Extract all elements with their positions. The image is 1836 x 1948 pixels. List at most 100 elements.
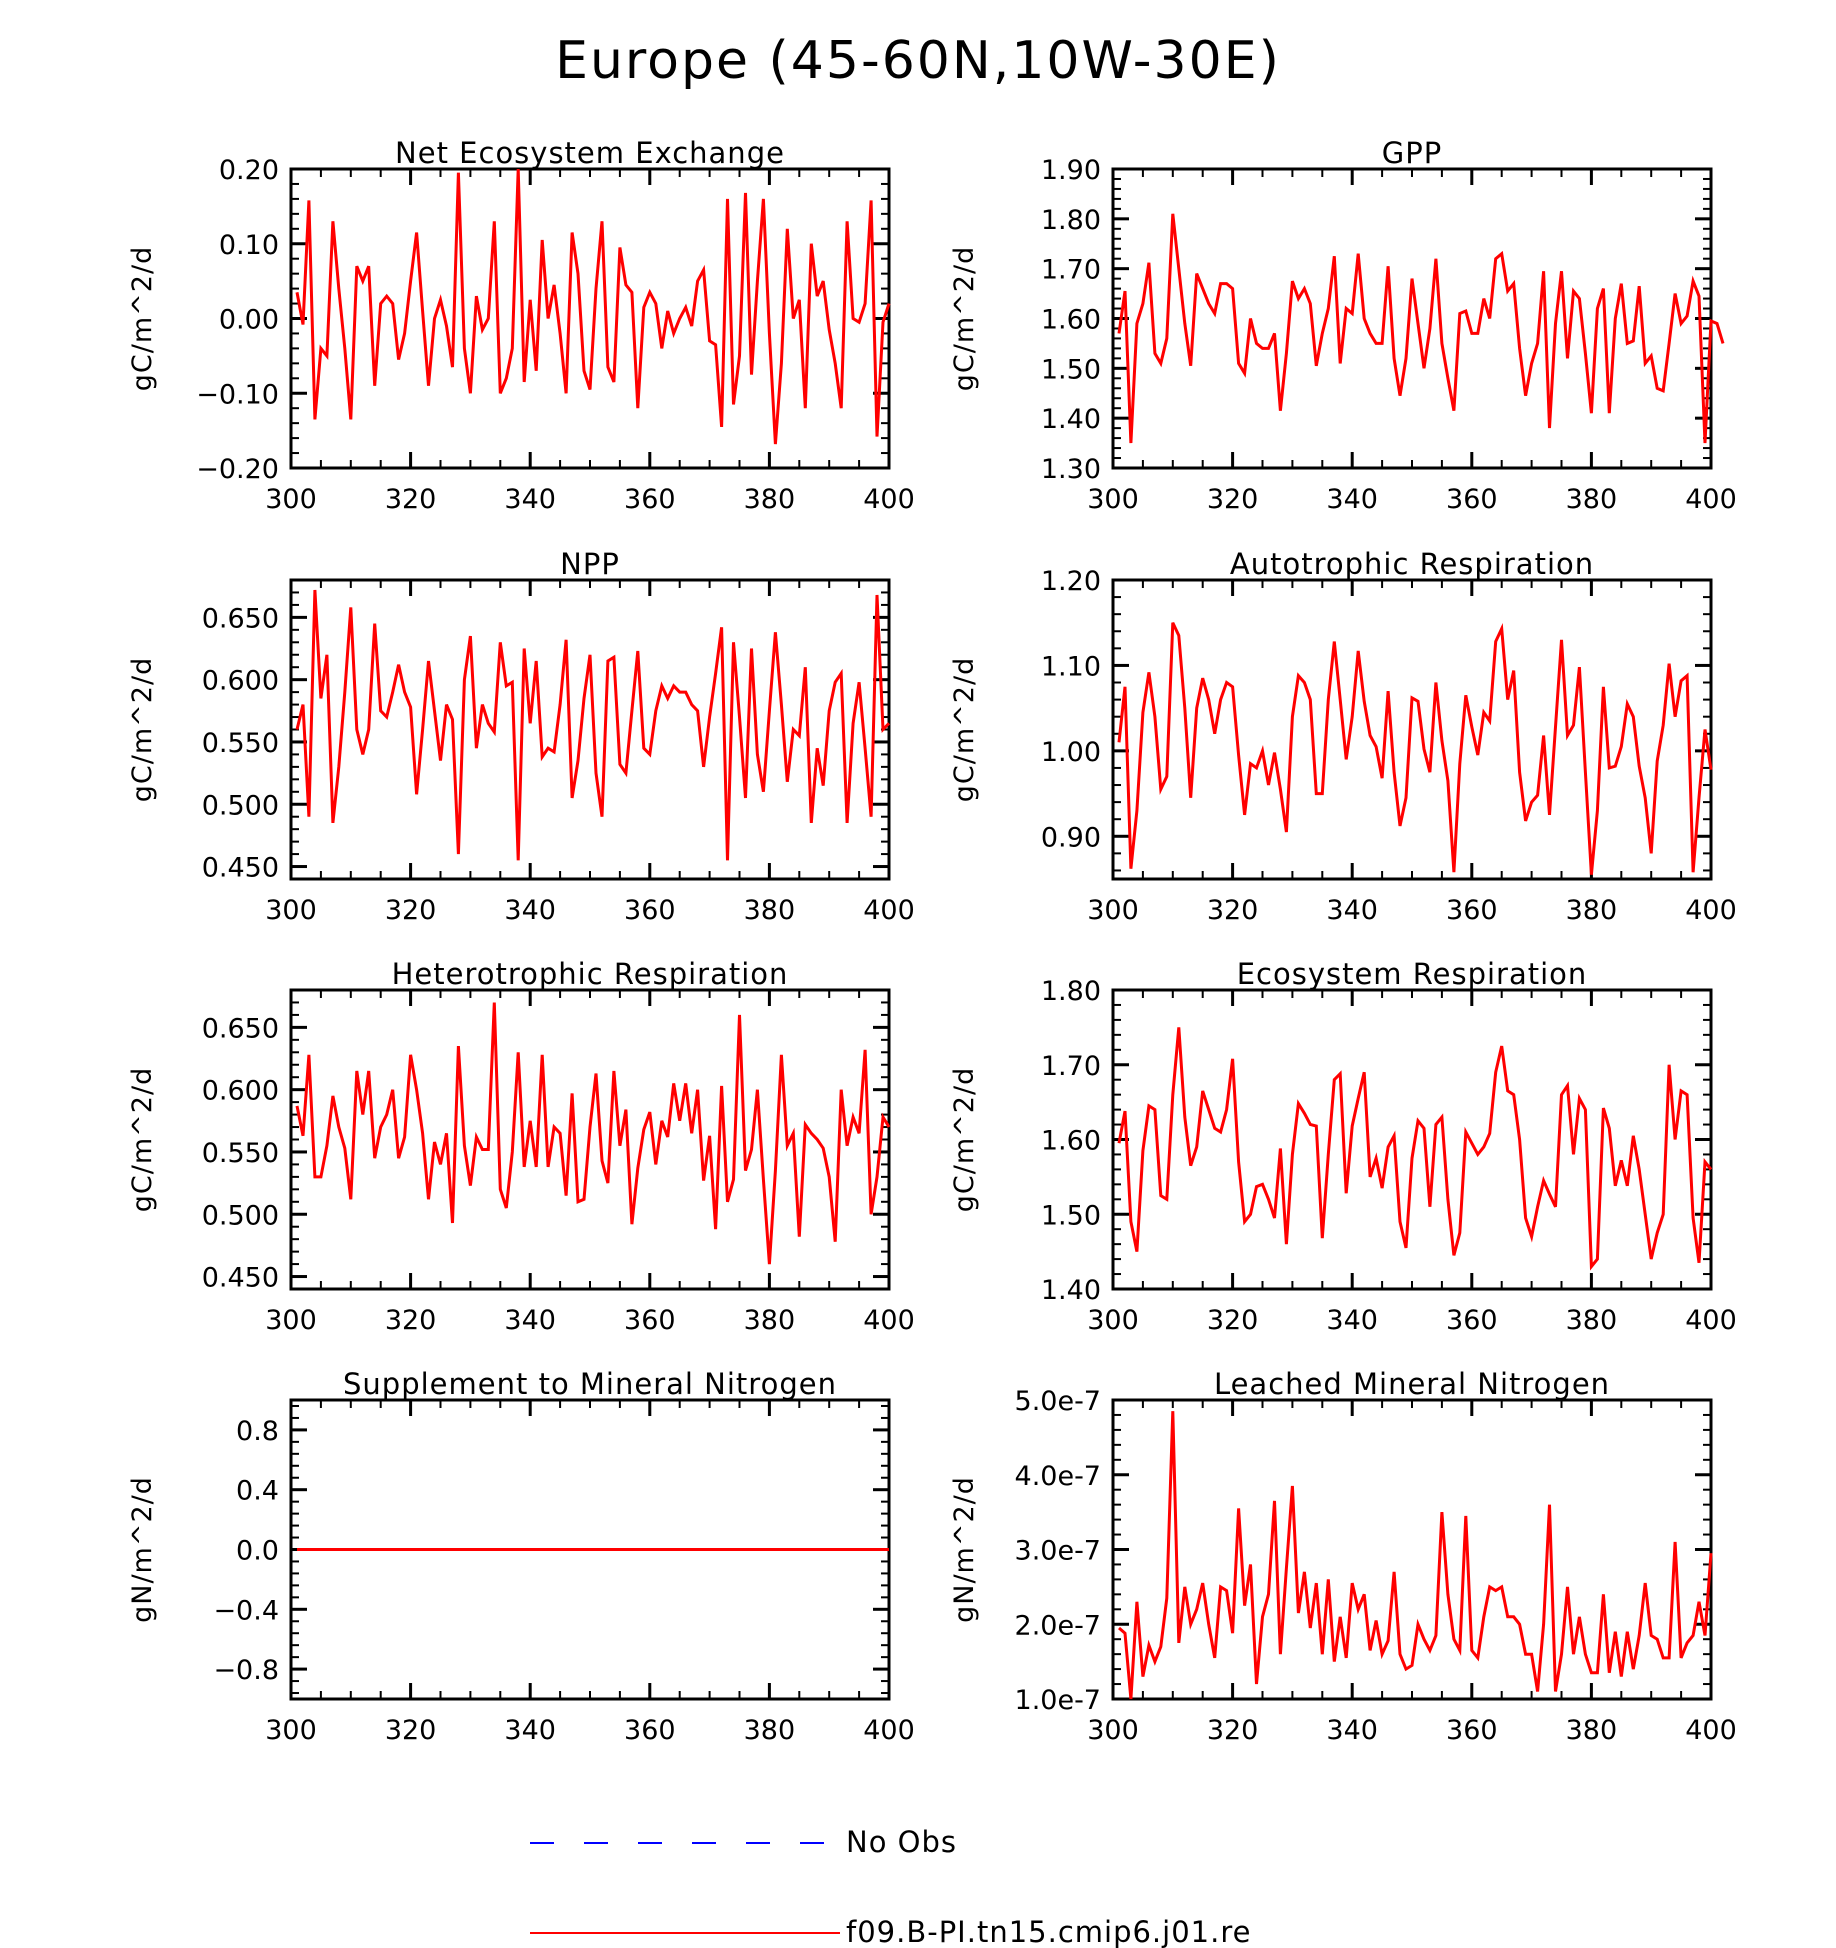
x-tick-label: 400 — [1685, 484, 1737, 515]
figure-title: Europe (45-60N,10W-30E) — [555, 31, 1281, 91]
y-axis-label: gC/m^2/d — [949, 657, 980, 802]
x-tick-label: 340 — [1326, 1715, 1378, 1746]
x-tick-label: 380 — [744, 1305, 796, 1336]
x-tick-label: 380 — [1566, 1305, 1618, 1336]
y-axis-label: gC/m^2/d — [127, 1067, 158, 1212]
x-tick-label: 380 — [1566, 484, 1618, 515]
y-tick-label: 1.00 — [1041, 737, 1101, 768]
panel-net-ecosystem-exchange: Net Ecosystem Exchange gC/m^2/d 300 320 340 3… — [127, 136, 915, 515]
x-tick-label: 380 — [744, 895, 796, 926]
y-axis-label: gN/m^2/d — [127, 1476, 158, 1623]
panel-title: Supplement to Mineral Nitrogen — [343, 1367, 837, 1401]
x-tick-label: 360 — [1446, 1715, 1498, 1746]
x-tick-label: 380 — [1566, 895, 1618, 926]
x-tick-label: 320 — [1207, 484, 1259, 515]
x-tick-label: 300 — [1087, 1715, 1139, 1746]
plot-frame — [1111, 167, 1713, 470]
y-tick-label: 0.4 — [236, 1476, 279, 1507]
y-tick-label: 1.40 — [1041, 1275, 1101, 1306]
panel-npp: NPP gC/m^2/d 300 320 340 360 380 400 0.450 0.500 0… — [127, 547, 915, 926]
x-tick-label: 360 — [624, 895, 676, 926]
plot-frame — [1111, 988, 1713, 1291]
y-tick-label: 0.00 — [219, 305, 279, 336]
y-tick-label: 1.70 — [1041, 1051, 1101, 1082]
panel-title: Autotrophic Respiration — [1230, 547, 1594, 581]
x-tick-label: 360 — [1446, 484, 1498, 515]
panels: Net Ecosystem Exchange gC/m^2/d 300 320 340 3… — [127, 136, 1737, 1746]
y-tick-label: 1.80 — [1041, 205, 1101, 236]
y-tick-label: 1.20 — [1041, 566, 1101, 597]
y-tick-label: 0.650 — [202, 1013, 279, 1044]
x-tick-label: 300 — [1087, 484, 1139, 515]
x-tick-label: 380 — [1566, 1715, 1618, 1746]
y-tick-label: 1.90 — [1041, 155, 1101, 186]
y-tick-label: 5.0e-7 — [1015, 1386, 1101, 1417]
x-tick-label: 340 — [1326, 484, 1378, 515]
panel-supplement-to-mineral-nitrogen: Supplement to Mineral Nitrogen gN/m^2/d 30… — [127, 1367, 915, 1746]
plot-frame — [1111, 1398, 1713, 1701]
panel-title: GPP — [1382, 136, 1442, 170]
y-tick-label: 0.500 — [202, 790, 279, 821]
panel-ecosystem-respiration: Ecosystem Respiration gC/m^2/d 300 320 340 36… — [949, 957, 1737, 1336]
series-line — [1117, 1027, 1713, 1271]
y-tick-label: 1.0e-7 — [1015, 1685, 1101, 1716]
y-axis-label: gC/m^2/d — [949, 1067, 980, 1212]
legend: No Obs f09.B-PI.tn15.cmip6.j01.re — [530, 1825, 1250, 1948]
x-tick-label: 400 — [863, 1715, 915, 1746]
x-tick-label: 340 — [504, 484, 556, 515]
series-line — [1117, 213, 1725, 444]
x-tick-label: 300 — [1087, 895, 1139, 926]
panel-title: Heterotrophic Respiration — [392, 957, 789, 991]
x-tick-label: 400 — [1685, 1715, 1737, 1746]
y-tick-label: 0.450 — [202, 1263, 279, 1294]
y-tick-label: 0.20 — [219, 155, 279, 186]
y-tick-label: 1.50 — [1041, 354, 1101, 385]
y-tick-label: 1.50 — [1041, 1200, 1101, 1231]
x-tick-label: 400 — [863, 484, 915, 515]
x-tick-label: 300 — [265, 895, 317, 926]
x-tick-label: 300 — [265, 1715, 317, 1746]
x-tick-label: 400 — [863, 1305, 915, 1336]
x-tick-label: 340 — [504, 1715, 556, 1746]
y-tick-label: 1.70 — [1041, 255, 1101, 286]
x-tick-label: 400 — [1685, 1305, 1737, 1336]
panel-leached-mineral-nitrogen: Leached Mineral Nitrogen gN/m^2/d 300 320 34… — [949, 1367, 1737, 1746]
panel-heterotrophic-respiration: Heterotrophic Respiration gC/m^2/d 300 320 3… — [127, 957, 915, 1336]
x-tick-label: 300 — [265, 1305, 317, 1336]
x-tick-label: 300 — [265, 484, 317, 515]
series-line — [1118, 1411, 1713, 1700]
y-tick-label: 2.0e-7 — [1015, 1610, 1101, 1641]
legend-obs-label: No Obs — [846, 1825, 957, 1859]
y-tick-label: 0.8 — [236, 1416, 279, 1447]
y-tick-label: 0.550 — [202, 728, 279, 759]
x-tick-label: 360 — [624, 484, 676, 515]
series-line — [295, 168, 891, 445]
series-line — [295, 589, 891, 861]
x-tick-label: 320 — [385, 895, 437, 926]
x-tick-label: 400 — [1685, 895, 1737, 926]
x-tick-label: 320 — [1207, 1305, 1259, 1336]
panel-title: NPP — [560, 547, 620, 581]
y-tick-label: 0.650 — [202, 603, 279, 634]
x-tick-label: 320 — [385, 1715, 437, 1746]
x-tick-label: 380 — [744, 1715, 796, 1746]
x-tick-label: 320 — [385, 1305, 437, 1336]
x-tick-label: 320 — [1207, 1715, 1259, 1746]
y-tick-label: −0.8 — [213, 1655, 279, 1686]
y-tick-label: 4.0e-7 — [1015, 1461, 1101, 1492]
y-tick-label: 1.40 — [1041, 404, 1101, 435]
x-tick-label: 320 — [1207, 895, 1259, 926]
y-axis-label: gC/m^2/d — [127, 246, 158, 391]
y-tick-label: 0.90 — [1041, 822, 1101, 853]
x-tick-label: 360 — [624, 1305, 676, 1336]
y-tick-label: 0.600 — [202, 1076, 279, 1107]
series-line — [295, 1002, 891, 1265]
x-tick-label: 380 — [744, 484, 796, 515]
x-tick-label: 340 — [504, 895, 556, 926]
y-tick-label: 1.10 — [1041, 651, 1101, 682]
x-tick-label: 340 — [1326, 1305, 1378, 1336]
y-tick-label: 0.450 — [202, 853, 279, 884]
series-line — [1117, 622, 1713, 875]
x-tick-label: 320 — [385, 484, 437, 515]
